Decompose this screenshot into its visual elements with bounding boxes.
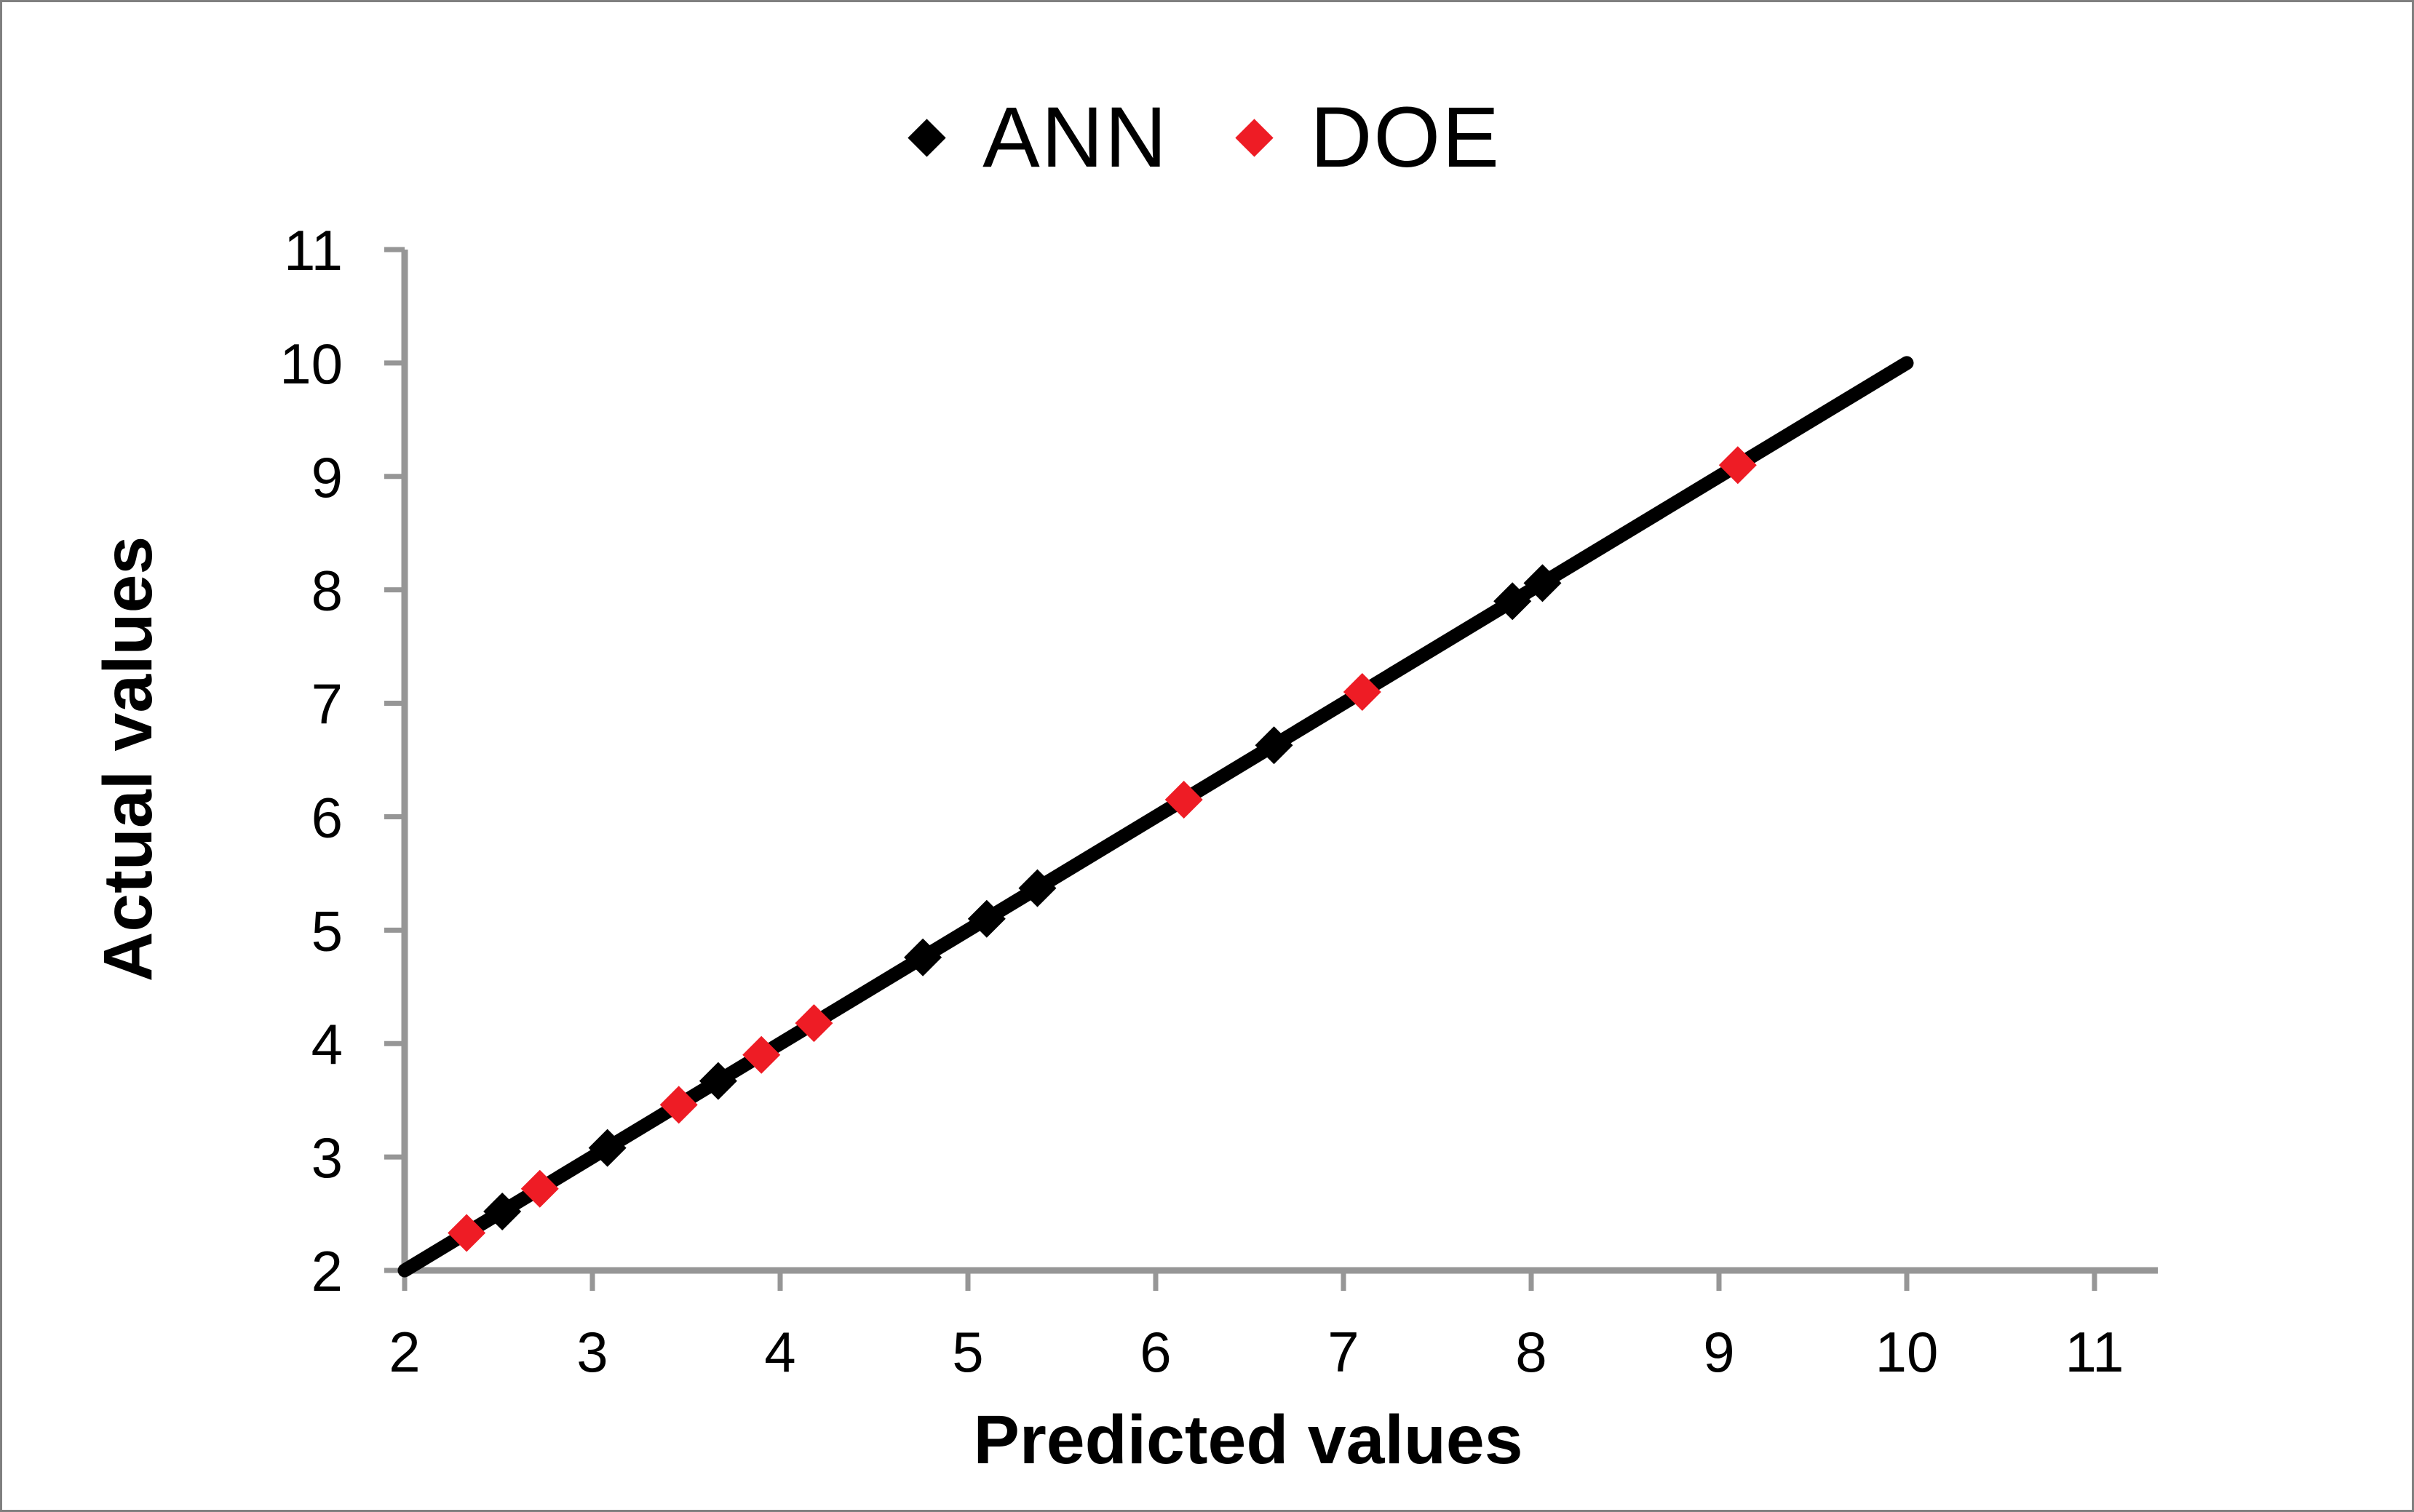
ann-data-point [588, 1129, 627, 1167]
y-tick-label: 8 [311, 559, 343, 623]
ann-data-point [483, 1192, 522, 1230]
y-tick-label: 7 [311, 672, 343, 736]
x-tick-label: 3 [576, 1320, 608, 1384]
y-tick-label: 5 [311, 899, 343, 963]
x-tick-label: 5 [952, 1320, 983, 1384]
ann-data-point [699, 1062, 737, 1100]
y-tick-label: 11 [284, 218, 343, 282]
x-tick-label: 10 [1875, 1320, 1939, 1384]
y-tick-label: 3 [311, 1126, 343, 1190]
y-axis-title: Actual values [90, 536, 167, 982]
axes-layer [401, 250, 2158, 1274]
doe-data-point [742, 1035, 781, 1074]
y-tick-label: 2 [311, 1239, 343, 1303]
ann-data-point [1493, 582, 1532, 621]
ann-data-point [967, 899, 1006, 938]
y-tick-label: 6 [311, 785, 343, 849]
ann-data-point [1523, 564, 1562, 602]
x-axis-title: Predicted values [973, 1401, 1522, 1479]
data-points-layer [448, 446, 1757, 1252]
x-tick-label: 6 [1140, 1320, 1171, 1384]
tick-labels-layer: 2 3 4 5 6 7 8 9 10 11 2 3 4 5 6 7 8 9 10 11 [279, 218, 2124, 1384]
doe-data-point [659, 1086, 698, 1124]
y-tick-label: 4 [311, 1012, 343, 1076]
x-tick-label: 9 [1703, 1320, 1734, 1384]
doe-data-point [795, 1004, 833, 1043]
x-tick-label: 8 [1515, 1320, 1547, 1384]
x-tick-label: 11 [2065, 1320, 2124, 1384]
doe-data-point [1343, 672, 1381, 711]
ann-data-point [1255, 726, 1293, 765]
doe-data-point [1164, 781, 1203, 819]
doe-data-point [1718, 446, 1757, 485]
identity-line-layer [397, 356, 1914, 1278]
x-tick-label: 7 [1327, 1320, 1359, 1384]
ann-data-point [1018, 869, 1057, 907]
x-tick-label: 4 [764, 1320, 795, 1384]
doe-data-point [520, 1169, 559, 1208]
y-tick-label: 9 [311, 445, 343, 509]
x-tick-label: 2 [389, 1320, 420, 1384]
identity-line [397, 356, 1914, 1278]
doe-data-point [448, 1214, 486, 1252]
ann-data-point [904, 938, 942, 976]
y-tick-label: 10 [279, 332, 343, 396]
